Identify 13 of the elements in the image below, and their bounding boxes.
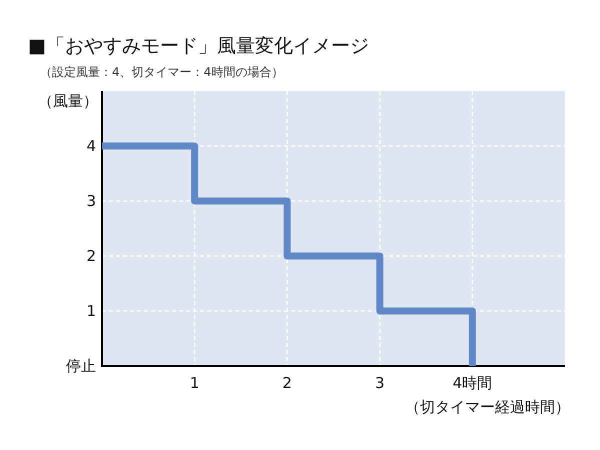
x-tick-label: 3: [375, 374, 385, 392]
chart-title: ■「おやすみモード」風量変化イメージ: [28, 35, 369, 57]
x-tick-label: 2: [282, 374, 292, 392]
y-tick-label: 3: [86, 192, 96, 210]
y-tick-label: 停止: [66, 357, 96, 375]
x-tick-label: 4時間: [452, 374, 492, 392]
y-tick-label: 1: [86, 302, 96, 320]
y-tick-label: 4: [86, 137, 96, 155]
y-axis-title: （風量）: [38, 92, 98, 110]
y-tick-label: 2: [86, 247, 96, 265]
chart-subtitle: （設定風量：4、切タイマー：4時間の場合）: [40, 65, 284, 79]
x-tick-label: 1: [190, 374, 200, 392]
x-axis-title: （切タイマー経過時間）: [405, 398, 570, 416]
